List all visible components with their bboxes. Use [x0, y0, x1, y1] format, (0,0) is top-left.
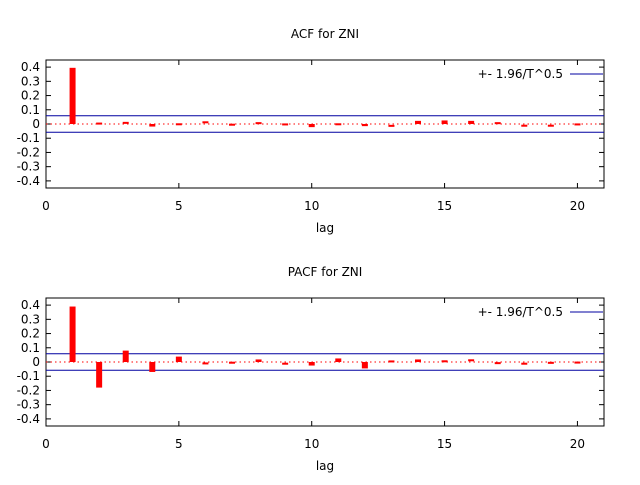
chart-panel-1: PACF for ZNI0.40.30.20.10-0.1-0.2-0.3-0.…: [17, 265, 605, 473]
y-tick-label: -0.2: [17, 145, 40, 159]
acf-bar: [361, 124, 368, 127]
acf-bar: [202, 121, 209, 124]
acf-bar: [202, 362, 209, 365]
y-tick-label: -0.3: [17, 160, 40, 174]
acf-bar: [308, 362, 315, 366]
y-tick-label: 0.3: [21, 312, 40, 326]
y-tick-label: 0.3: [21, 74, 40, 88]
y-tick-label: -0.4: [17, 412, 40, 426]
acf-bar: [521, 362, 528, 365]
acf-bar: [149, 362, 156, 372]
acf-bar: [308, 124, 315, 128]
acf-bar: [229, 123, 235, 126]
acf-bar: [574, 123, 581, 126]
acf-bar: [388, 124, 395, 127]
chart-title: ACF for ZNI: [291, 27, 359, 41]
legend-label: +- 1.96/T^0.5: [478, 67, 563, 81]
acf-bar: [122, 121, 129, 124]
y-tick-label: -0.1: [17, 131, 40, 145]
y-tick-label: 0: [32, 355, 40, 369]
acf-bar: [335, 123, 342, 126]
x-tick-label: 5: [175, 437, 183, 451]
y-tick-label: 0.1: [21, 341, 40, 355]
x-tick-label: 20: [570, 199, 585, 213]
y-tick-label: -0.1: [17, 369, 40, 383]
acf-bar: [69, 67, 76, 124]
x-tick-label: 0: [42, 437, 50, 451]
legend-label: +- 1.96/T^0.5: [478, 305, 563, 319]
chart-title: PACF for ZNI: [288, 265, 363, 279]
acf-bar: [282, 362, 289, 365]
acf-bar: [255, 359, 262, 362]
y-tick-label: 0.2: [21, 327, 40, 341]
acf-bar: [547, 361, 554, 364]
legend: +- 1.96/T^0.5: [478, 305, 603, 319]
acf-bar: [574, 361, 581, 364]
chart-panel-0: ACF for ZNI0.40.30.20.10-0.1-0.2-0.3-0.4…: [17, 27, 605, 235]
acf-bar: [282, 123, 289, 126]
x-tick-label: 20: [570, 437, 585, 451]
y-tick-label: -0.2: [17, 383, 40, 397]
acf-bar: [415, 120, 421, 124]
acf-bar: [96, 362, 103, 388]
acf-bar: [149, 124, 156, 127]
acf-bar: [494, 362, 501, 365]
x-tick-label: 0: [42, 199, 50, 213]
y-tick-label: -0.3: [17, 398, 40, 412]
acf-bar: [468, 120, 475, 124]
acf-bar: [441, 360, 448, 363]
x-tick-label: 15: [437, 199, 452, 213]
acf-bar: [255, 122, 262, 125]
x-tick-label: 15: [437, 437, 452, 451]
acf-bar: [229, 361, 235, 364]
legend: +- 1.96/T^0.5: [478, 67, 603, 81]
acf-bar: [335, 358, 342, 362]
acf-bar: [122, 350, 129, 362]
acf-bar: [468, 359, 475, 362]
acf-bar: [388, 360, 395, 363]
x-tick-label: 5: [175, 199, 183, 213]
x-tick-label: 10: [304, 437, 319, 451]
x-axis-label: lag: [316, 221, 334, 235]
x-tick-label: 10: [304, 199, 319, 213]
y-tick-label: 0.4: [21, 60, 40, 74]
acf-bar: [547, 124, 554, 127]
y-tick-label: 0.2: [21, 89, 40, 103]
acf-bar: [96, 122, 103, 125]
y-tick-label: -0.4: [17, 174, 40, 188]
acf-bar: [361, 362, 368, 369]
acf-bar: [415, 359, 421, 362]
acf-bar: [494, 122, 501, 125]
y-tick-label: 0.1: [21, 103, 40, 117]
acf-bar: [175, 123, 182, 126]
y-tick-label: 0: [32, 117, 40, 131]
y-tick-label: 0.4: [21, 298, 40, 312]
acf-bar: [521, 124, 528, 127]
acf-bar: [175, 356, 182, 362]
acf-bar: [69, 306, 76, 362]
x-axis-label: lag: [316, 459, 334, 473]
acf-bar: [441, 120, 448, 124]
